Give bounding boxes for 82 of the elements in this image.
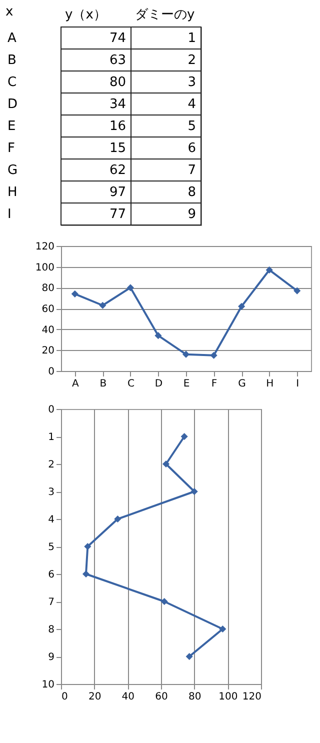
data-label: 15: [109, 141, 126, 156]
data-label: 5: [188, 119, 196, 134]
x-tick-label: A: [72, 378, 79, 390]
y-tick-label: H: [8, 185, 18, 200]
x-tick-label: G: [238, 378, 246, 390]
point: [114, 515, 122, 523]
x-tick-label: E: [183, 378, 190, 390]
point: [84, 542, 92, 550]
data-label: 6: [188, 141, 196, 156]
y-tick-label: 4: [48, 514, 54, 526]
point: [190, 488, 198, 496]
y-tick-label: 2: [48, 460, 54, 470]
x-tick-label: D: [154, 378, 163, 390]
y-tick-label: D: [8, 97, 18, 112]
x-tick-label: y（x）: [65, 8, 106, 22]
y-tick-label: A: [8, 31, 16, 46]
data-label: 62: [109, 163, 126, 178]
y-tick-label: C: [8, 75, 17, 90]
data-label: 97: [109, 185, 126, 200]
y-tick-label: 10: [42, 680, 54, 690]
y-tick-label: 1: [48, 432, 54, 443]
x-tick-label: ダミーのy: [135, 8, 195, 22]
data-label: 4: [188, 97, 196, 112]
point: [219, 625, 226, 633]
x-tick-label: 0: [62, 692, 68, 702]
data-label: 7: [188, 163, 196, 178]
x-tick-label: 60: [155, 692, 168, 702]
y-tick-label: 0: [48, 404, 54, 416]
y-tick-label: G: [8, 163, 18, 178]
y-tick-label: I: [8, 207, 12, 222]
data-label: 34: [109, 97, 126, 112]
y-tick-label: 40: [42, 324, 54, 336]
data-label: 77: [109, 207, 126, 222]
x-tick-label: B: [100, 378, 107, 390]
point: [180, 432, 188, 440]
y-tick-label: 60: [42, 304, 54, 315]
y-tick-label: 0: [48, 366, 54, 378]
y-tick-label: 120: [35, 242, 54, 252]
x-tick-label: 20: [88, 692, 102, 702]
y-axis-title: x: [6, 4, 14, 20]
point: [182, 350, 190, 358]
point: [294, 287, 301, 294]
y-tick-label: 9: [48, 652, 54, 663]
x-tick-label: 120: [242, 692, 262, 702]
data-label: 63: [109, 53, 126, 68]
data-label: 80: [109, 75, 126, 90]
point: [238, 302, 246, 310]
y-tick-label: 20: [42, 346, 54, 357]
data-label: 9: [188, 207, 196, 222]
point: [162, 460, 170, 468]
point: [186, 652, 193, 660]
x-tick-label: C: [127, 378, 134, 390]
y-tick-label: 7: [48, 597, 54, 608]
point: [99, 302, 106, 309]
y-tick-label: 100: [35, 262, 54, 274]
data-label: 1: [188, 31, 196, 46]
x-tick-label: 40: [122, 692, 135, 702]
y-tick-label: B: [8, 53, 16, 68]
data-label: 16: [109, 119, 126, 134]
y-tick-label: 80: [42, 283, 54, 294]
point: [266, 266, 273, 274]
x-tick-label: I: [296, 378, 300, 390]
point: [160, 598, 168, 606]
x-tick-label: 80: [188, 692, 202, 702]
point: [154, 332, 162, 340]
y-tick-label: F: [8, 141, 15, 156]
point: [126, 284, 134, 292]
data-label: 74: [109, 31, 126, 46]
y-tick-label: 6: [48, 570, 54, 580]
y-tick-label: 5: [48, 542, 54, 553]
point: [210, 352, 218, 359]
data-label: 2: [188, 53, 196, 68]
point: [71, 290, 78, 298]
y-tick-label: 3: [48, 487, 54, 498]
data-label: 3: [188, 75, 196, 90]
point: [82, 570, 90, 578]
x-tick-label: H: [266, 378, 274, 390]
x-tick-label: F: [211, 378, 218, 390]
y-tick-label: E: [8, 119, 16, 134]
x-tick-label: 100: [218, 692, 238, 702]
y-tick-label: 8: [48, 624, 54, 636]
data-label: 8: [188, 185, 196, 200]
